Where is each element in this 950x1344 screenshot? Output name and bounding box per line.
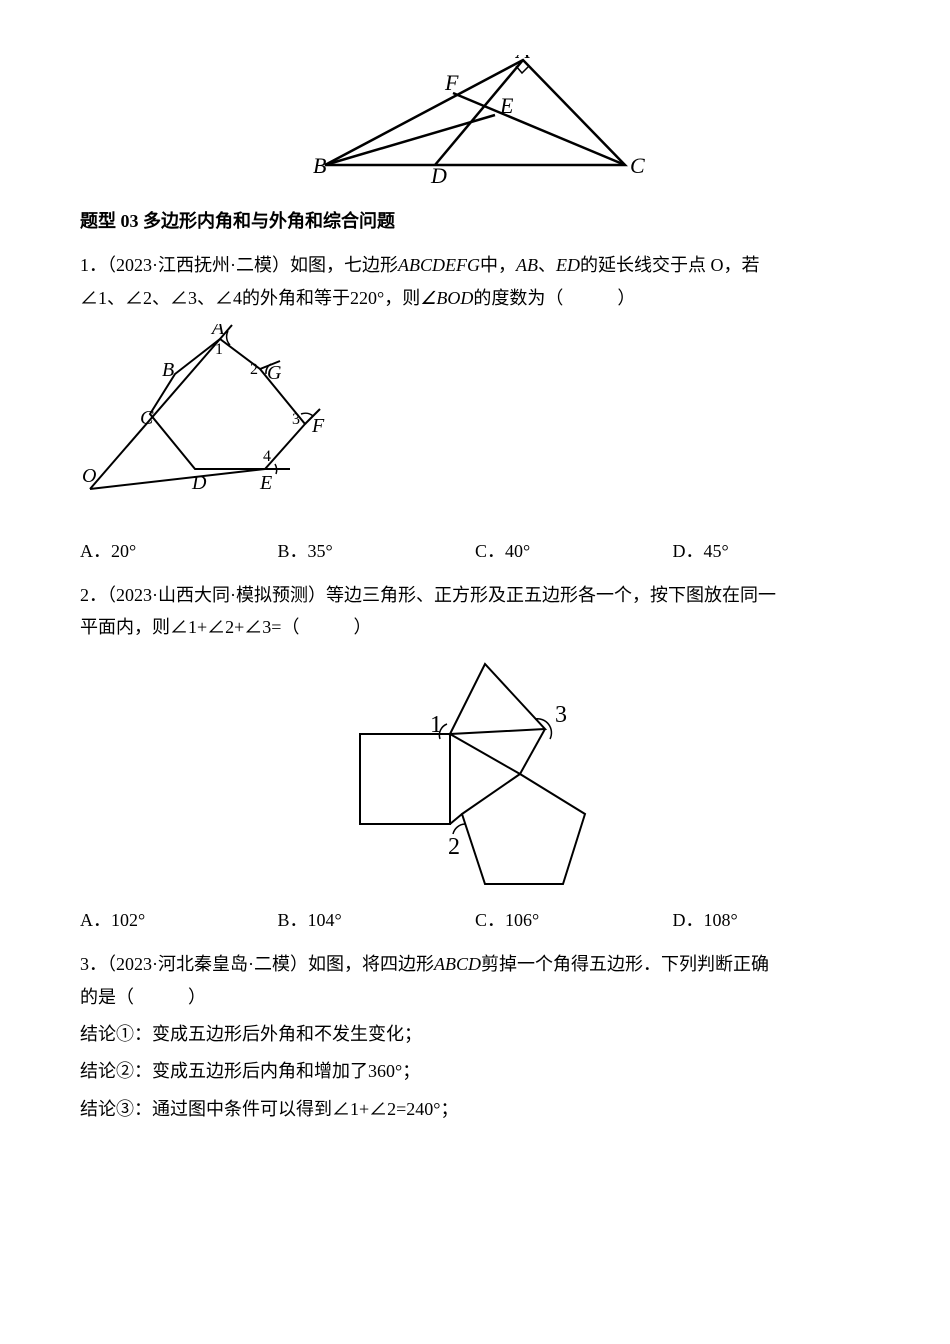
figure-heptagon: A B C D E F G O 1 2 3 4: [80, 324, 870, 514]
q1-option-B: B．35°: [278, 535, 476, 567]
q1-source: （2023·江西抚州·二模）如图，七边形: [107, 255, 398, 275]
q1-number: 1．: [80, 255, 107, 275]
label-B2: B: [162, 359, 174, 381]
label-B: B: [313, 153, 326, 178]
c2-text: 变成五边形后内角和增加了360°；: [152, 1061, 420, 1081]
fig3-n2: 2: [448, 834, 460, 860]
label-G2: G: [267, 362, 282, 384]
q1-end: 的度数为（ ）: [473, 288, 635, 308]
conclusion-2: 结论②：变成五边形后内角和增加了360°；: [80, 1055, 870, 1087]
q3-after: 剪掉一个角得五边形．下列判断正确: [481, 954, 769, 974]
q2-expr: ∠1+∠2+∠3=: [170, 617, 281, 637]
label-n1: 1: [215, 341, 223, 358]
label-n2: 2: [250, 361, 258, 378]
q2-options: A．102° B．104° C．106° D．108°: [80, 904, 870, 936]
question-3: 3．（2023·河北秦皇岛·二模）如图，将四边形ABCD剪掉一个角得五边形．下列…: [80, 948, 870, 1013]
q1-options: A．20° B．35° C．40° D．45°: [80, 535, 870, 567]
section-title: 题型 03 多边形内角和与外角和综合问题: [80, 205, 870, 237]
q3-source: （2023·河北秦皇岛·二模）如图，将四边形: [107, 954, 434, 974]
q1-angle1: ∠1: [80, 288, 107, 308]
q1-sum: 的外角和等于220°，则: [242, 288, 420, 308]
heptagon-diagram: A B C D E F G O 1 2 3 4: [80, 324, 380, 504]
conclusion-1: 结论①：变成五边形后外角和不发生变化；: [80, 1018, 870, 1050]
q2-option-B: B．104°: [278, 904, 476, 936]
q2-source: （2023·山西大同·模拟预测）等边三角形、正方形及正五边形各一个，按下图放在同…: [107, 585, 776, 605]
c1-text: 变成五边形后外角和不发生变化；: [152, 1024, 422, 1044]
q1-angle4: ∠4: [215, 288, 242, 308]
fig3-n1: 1: [430, 712, 442, 738]
label-n4: 4: [263, 448, 271, 465]
q1-polygon: ABCDEFG: [398, 255, 480, 275]
conclusion-3: 结论③：通过图中条件可以得到∠1+∠2=240°；: [80, 1093, 870, 1125]
figure-tri-sq-pent: 1 2 3: [80, 659, 870, 889]
q1-mid: 中，: [480, 255, 516, 275]
fig3-n3: 3: [555, 702, 567, 728]
label-n3: 3: [292, 411, 300, 428]
q3-polygon: ABCD: [434, 954, 481, 974]
shapes-diagram: 1 2 3: [325, 659, 625, 889]
q2-line2: 平面内，则: [80, 617, 170, 637]
c3-label: 结论③：: [80, 1099, 152, 1119]
q2-option-A: A．102°: [80, 904, 278, 936]
label-A2: A: [210, 324, 225, 339]
q1-option-C: C．40°: [475, 535, 673, 567]
label-F2: F: [311, 415, 325, 437]
label-O2: O: [82, 465, 96, 487]
q2-number: 2．: [80, 585, 107, 605]
q1-angle2: ∠2: [125, 288, 152, 308]
triangle-diagram: A B C D E F: [305, 55, 645, 185]
c1-label: 结论①：: [80, 1024, 152, 1044]
q1-angle3: ∠3: [170, 288, 197, 308]
label-D2: D: [191, 472, 207, 494]
figure-triangle-abcdef: A B C D E F: [80, 55, 870, 185]
q1-seg2: ED: [556, 255, 580, 275]
q3-line2: 的是（ ）: [80, 987, 206, 1007]
q3-number: 3．: [80, 954, 107, 974]
q1-option-D: D．45°: [673, 535, 871, 567]
label-F: F: [444, 70, 459, 95]
label-C: C: [630, 153, 645, 178]
question-1: 1．（2023·江西抚州·二模）如图，七边形ABCDEFG中，AB、ED的延长线…: [80, 249, 870, 314]
label-E: E: [499, 93, 514, 118]
c3-text: 通过图中条件可以得到∠1+∠2=240°；: [152, 1099, 459, 1119]
q2-end: （ ）: [281, 617, 371, 637]
label-E2: E: [259, 472, 272, 494]
question-2: 2．（2023·山西大同·模拟预测）等边三角形、正方形及正五边形各一个，按下图放…: [80, 579, 870, 644]
label-D: D: [430, 163, 447, 185]
q2-option-C: C．106°: [475, 904, 673, 936]
label-A: A: [514, 55, 530, 63]
q1-option-A: A．20°: [80, 535, 278, 567]
label-C2: C: [140, 407, 154, 429]
q1-bod: ∠BOD: [420, 288, 473, 308]
q2-option-D: D．108°: [673, 904, 871, 936]
q1-after: 的延长线交于点 O，若: [580, 255, 760, 275]
q1-seg1: AB: [516, 255, 538, 275]
q1-sep1: 、: [538, 255, 556, 275]
c2-label: 结论②：: [80, 1061, 152, 1081]
